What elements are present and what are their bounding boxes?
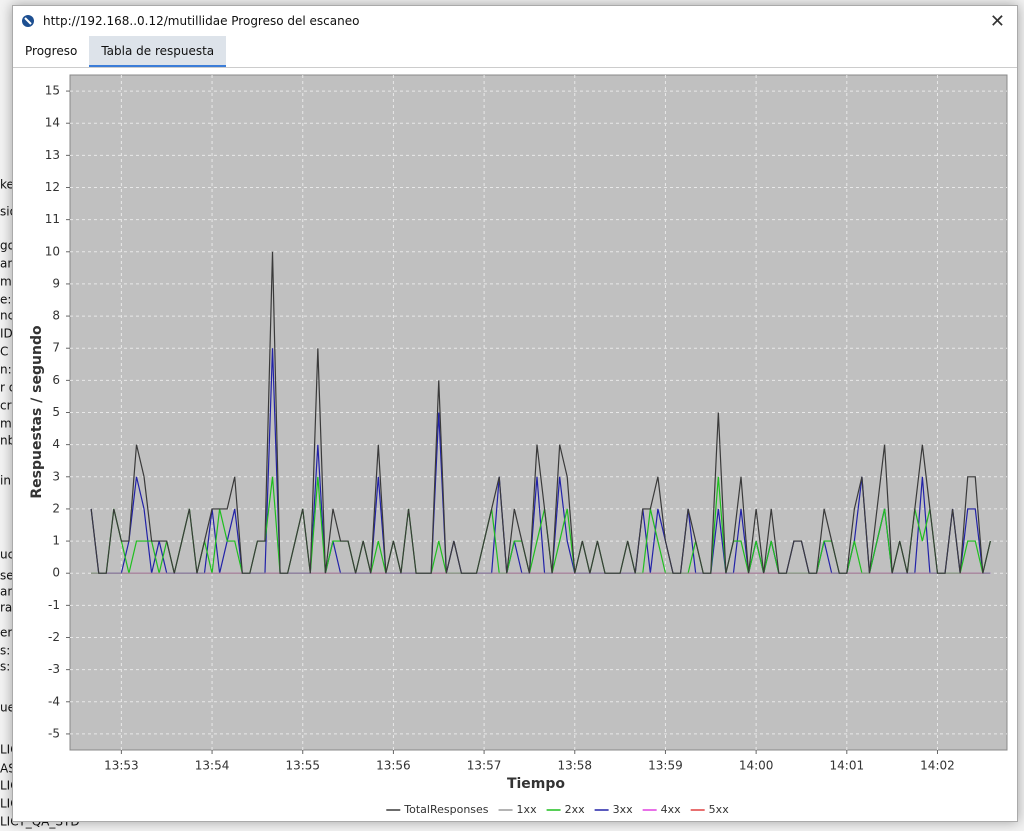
legend-item: 5xx xyxy=(690,803,730,816)
legend-label: 3xx xyxy=(613,803,634,816)
y-tick-label: 1 xyxy=(52,534,60,548)
y-tick-label: 2 xyxy=(52,501,60,515)
legend-label: 1xx xyxy=(517,803,538,816)
x-tick-label: 13:57 xyxy=(467,759,502,773)
legend-item: 3xx xyxy=(594,803,634,816)
x-tick-label: 14:01 xyxy=(830,759,865,773)
x-tick-label: 13:56 xyxy=(376,759,411,773)
background-text: ke xyxy=(0,178,14,192)
y-tick-label: 13 xyxy=(45,148,60,162)
y-tick-label: 4 xyxy=(52,437,60,451)
x-tick-label: 13:59 xyxy=(648,759,683,773)
y-tick-label: 0 xyxy=(52,566,60,580)
y-tick-label: 12 xyxy=(45,180,60,194)
background-text: cri xyxy=(0,399,15,413)
legend-label: 5xx xyxy=(709,803,730,816)
y-tick-label: -1 xyxy=(48,598,60,612)
legend-label: 4xx xyxy=(661,803,682,816)
legend-item: 2xx xyxy=(546,803,586,816)
tab[interactable]: Tabla de respuesta xyxy=(89,36,227,67)
legend-item: 4xx xyxy=(642,803,682,816)
x-tick-label: 13:58 xyxy=(557,759,592,773)
y-tick-label: 11 xyxy=(45,212,60,226)
background-text: s: xyxy=(0,660,10,674)
y-tick-label: 6 xyxy=(52,373,60,387)
y-tick-label: -2 xyxy=(48,630,60,644)
y-tick-label: 15 xyxy=(45,84,60,98)
background-text: an xyxy=(0,257,15,271)
y-tick-label: 14 xyxy=(45,116,60,130)
y-tick-label: 3 xyxy=(52,469,60,483)
background-text: ID xyxy=(0,327,13,341)
y-tick-label: -4 xyxy=(48,694,60,708)
background-text: s: xyxy=(0,644,10,658)
background-text: nb xyxy=(0,434,15,448)
x-tick-label: 13:55 xyxy=(285,759,320,773)
x-tick-label: 14:00 xyxy=(739,759,774,773)
background-text: e: xyxy=(0,293,11,307)
close-button[interactable]: ✕ xyxy=(989,11,1005,32)
x-axis-label: Tiempo xyxy=(507,776,565,792)
x-tick-label: 13:53 xyxy=(104,759,139,773)
window-title: http://192.168..0.12/mutillidae Progreso… xyxy=(43,14,360,28)
app-icon xyxy=(22,15,34,27)
legend-item: 1xx xyxy=(498,803,538,816)
background-text: nc xyxy=(0,309,14,323)
y-axis-label: Respuestas / segundo xyxy=(29,325,45,499)
y-tick-label: -3 xyxy=(48,662,60,676)
x-tick-label: 13:54 xyxy=(195,759,230,773)
y-tick-label: 7 xyxy=(52,341,60,355)
series-line xyxy=(90,251,991,574)
y-tick-label: 10 xyxy=(45,244,60,258)
legend-label: 2xx xyxy=(565,803,586,816)
y-tick-label: -5 xyxy=(48,726,60,740)
legend-item: TotalResponses xyxy=(386,803,489,816)
tab[interactable]: Progreso xyxy=(25,44,78,58)
background-text: AS xyxy=(0,762,16,776)
legend-label: TotalResponses xyxy=(403,803,489,816)
y-tick-label: 8 xyxy=(52,309,60,323)
background-text: in xyxy=(0,474,11,488)
y-tick-label: 5 xyxy=(52,405,60,419)
background-text: n: xyxy=(0,363,12,377)
background-text: ue xyxy=(0,701,15,715)
title-bar: http://192.168..0.12/mutillidae Progreso… xyxy=(13,6,1017,36)
y-tick-label: 9 xyxy=(52,276,60,290)
x-tick-label: 14:02 xyxy=(920,759,955,773)
tab-bar: Progreso Tabla de respuesta xyxy=(13,36,1017,68)
